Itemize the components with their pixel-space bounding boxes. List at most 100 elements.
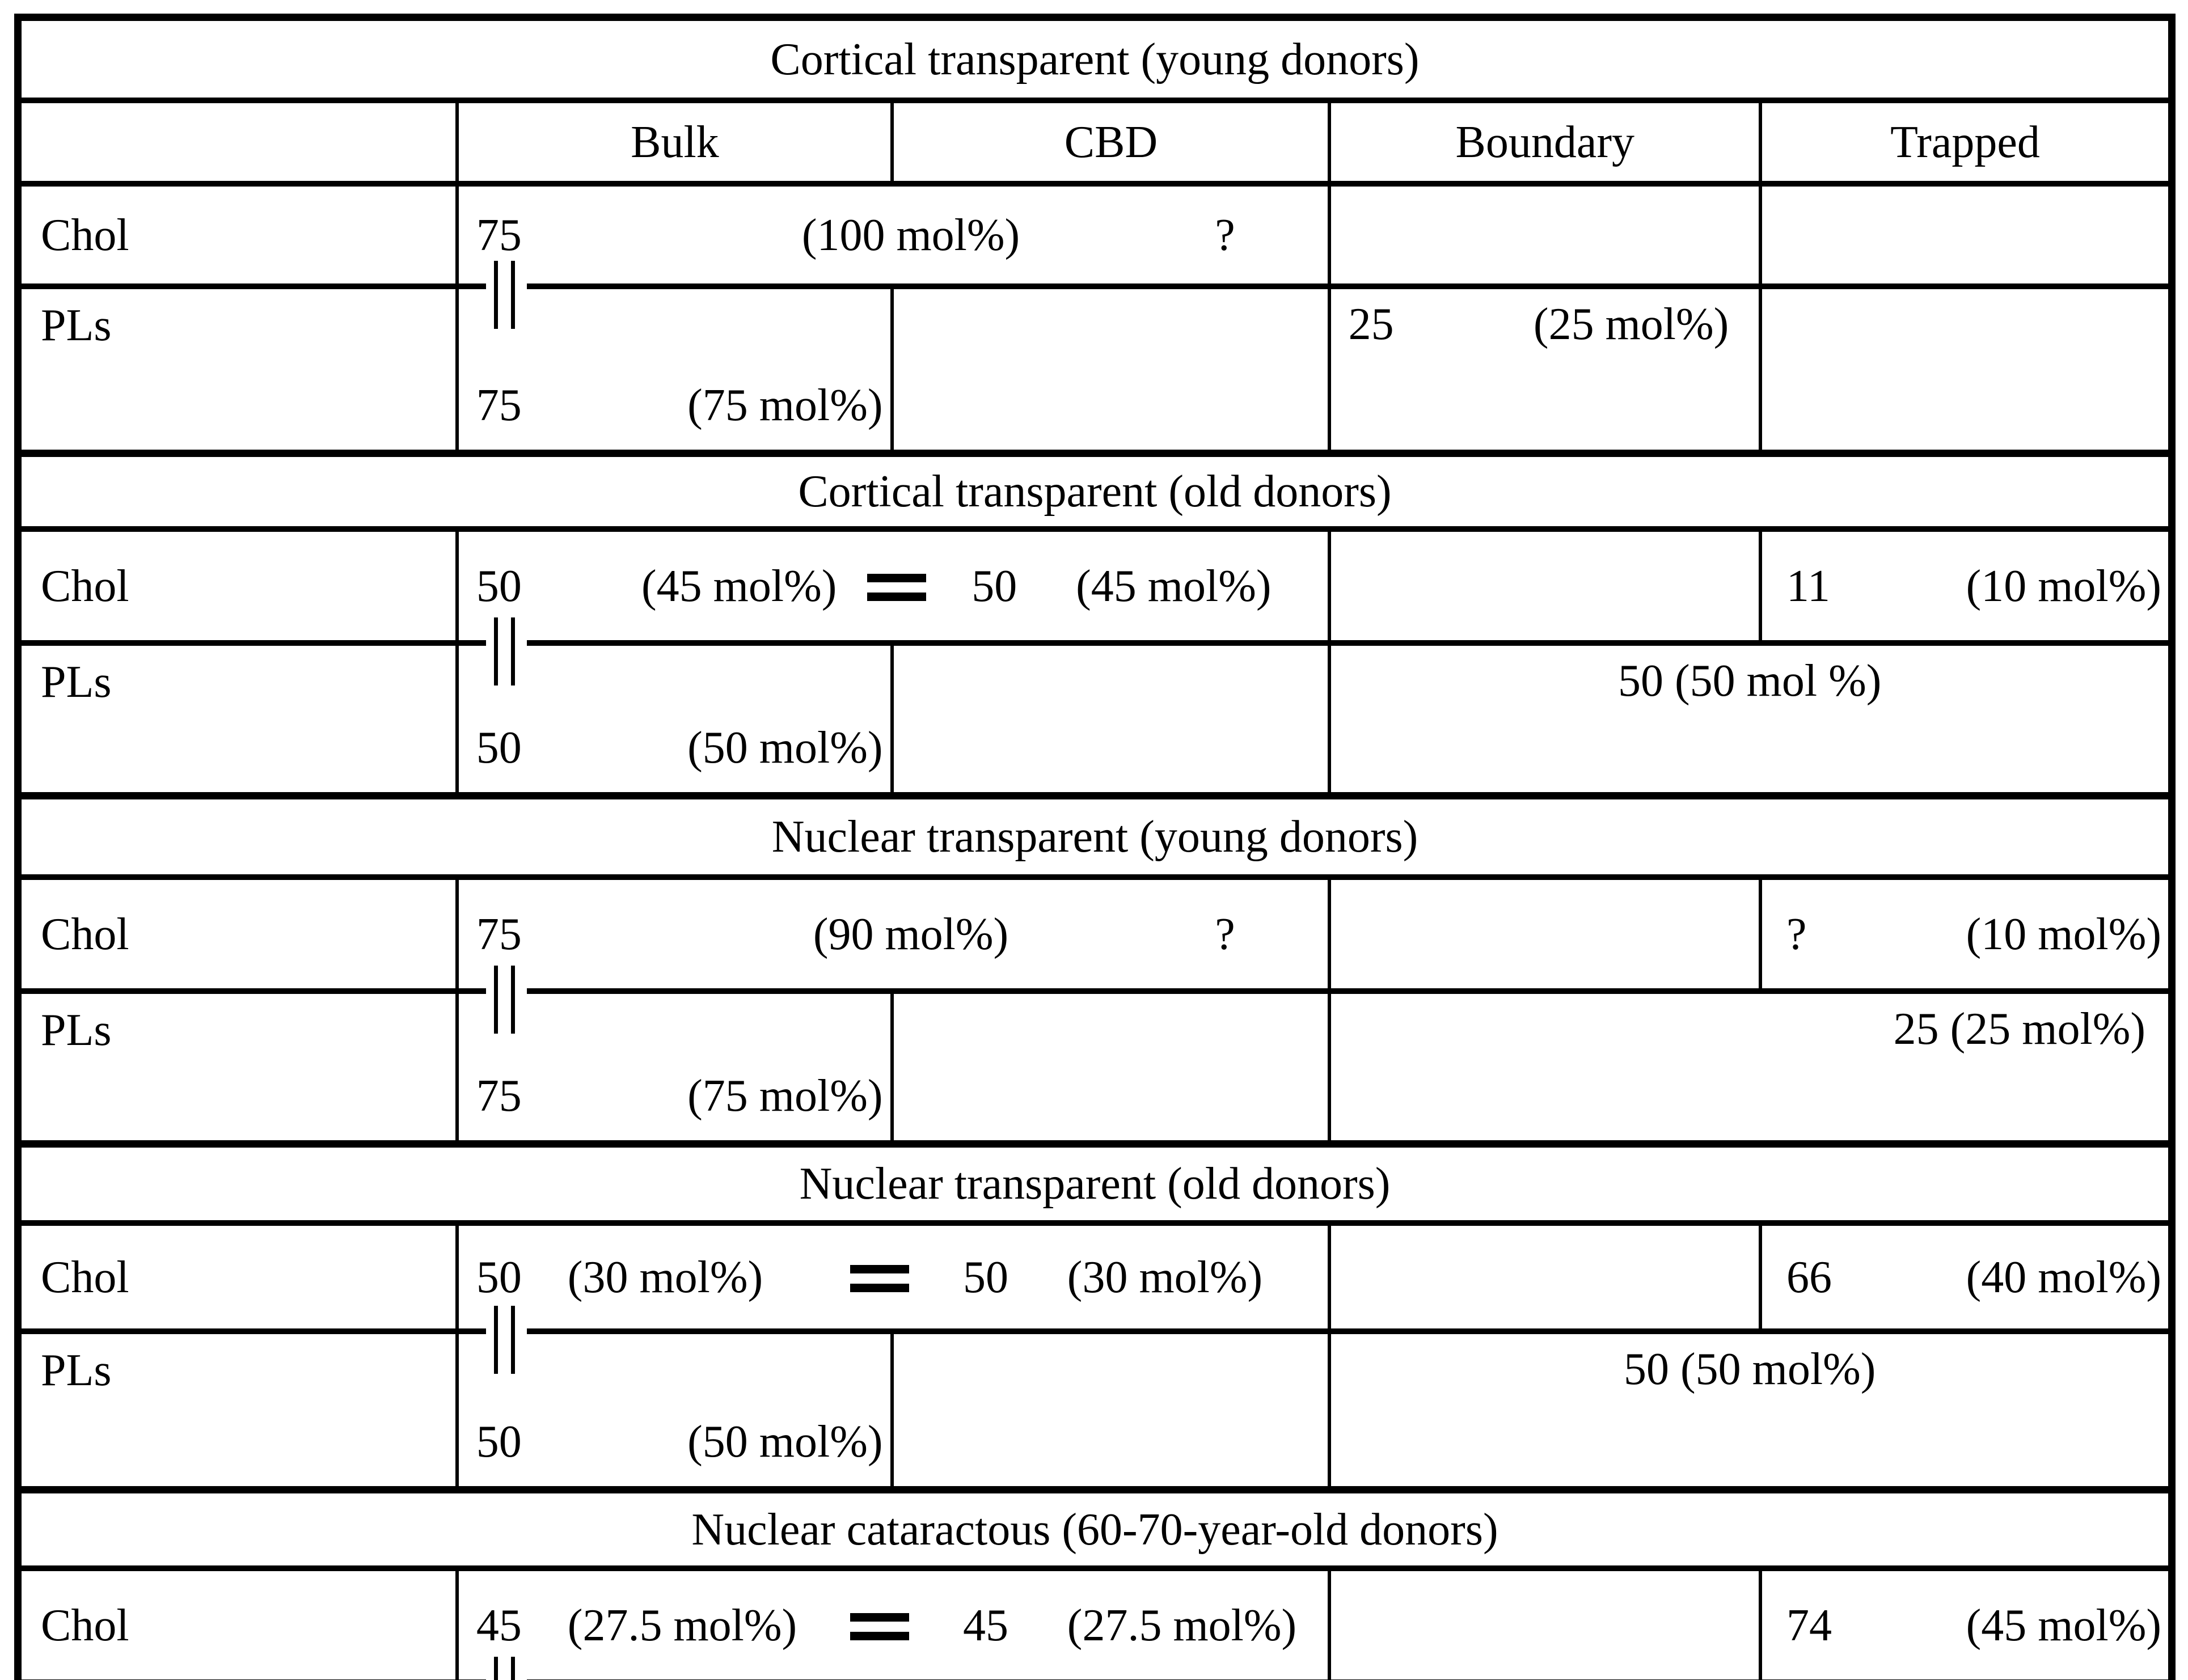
s3-pls-cbd-cell-empty [890, 991, 1330, 1148]
s5-chol-cbd-value: 45 [962, 1600, 1008, 1651]
exchange-icon [486, 261, 527, 329]
exchange-icon [486, 966, 527, 1034]
s4-chol-bulk-cbd-cell: 50 (30 mol%) 50 (30 mol%) [455, 1223, 1330, 1334]
s2-chol-bulk-cbd-cell: 50 (45 mol%) 50 (45 mol%) [455, 529, 1330, 646]
column-header-row: Bulk CBD Boundary Trapped [18, 100, 2172, 187]
equals-icon [867, 564, 927, 609]
s3-pls-bulk-value: 75 [476, 1071, 522, 1121]
row-label-pls: PLs [18, 1331, 458, 1493]
row-label-chol: Chol [18, 1568, 458, 1680]
section-3-pls-row: PLs 75 (75 mol%) 25 (25 mol%) [18, 966, 2172, 1148]
s4-chol-bulk-value: 50 [476, 1252, 522, 1302]
header-cell-empty [18, 100, 458, 187]
s1-chol-trapped-cell-empty [1759, 184, 2172, 289]
s1-pls-bulk-cell: 75 (75 mol%) [455, 261, 893, 457]
s2-chol-trapped-cell: 11 (10 mol%) [1759, 529, 2172, 646]
s1-pls-bulk-molpct: (75 mol%) [687, 380, 883, 430]
header-cell-bulk: Bulk [455, 100, 893, 187]
s5-chol-trapped-molpct: (45 mol%) [1966, 1600, 2161, 1651]
s3-chol-bulk-cbd-cell: 75 (90 mol%) ? [455, 877, 1330, 994]
equals-icon [850, 1603, 909, 1648]
s2-pls-cbd-cell-empty [890, 643, 1330, 799]
s4-chol-boundary-cell-empty [1328, 1223, 1761, 1334]
section-1-title-row: Cortical transparent (young donors) [18, 17, 2172, 103]
section-4-title-row: Nuclear transparent (old donors) [18, 1144, 2172, 1226]
s4-chol-cbd-value: 50 [962, 1252, 1008, 1302]
section-2-title: Cortical transparent (old donors) [18, 453, 2172, 532]
section-1-chol-row: Chol 75 (100 mol%) ? [18, 184, 2172, 289]
s3-chol-trapped-molpct: (10 mol%) [1966, 909, 2161, 959]
section-3-title-row: Nuclear transparent (young donors) [18, 795, 2172, 880]
s3-chol-bulk-value: 75 [476, 909, 522, 959]
s1-pls-cbd-cell-empty [890, 286, 1330, 457]
s2-pls-merged-value: 50 (50 mol %) [1618, 656, 1882, 706]
s2-pls-bulk-molpct: (50 mol%) [687, 723, 883, 773]
s1-pls-bulk-value: 75 [476, 380, 522, 430]
s4-pls-bulk-molpct: (50 mol%) [687, 1417, 883, 1467]
section-3-title: Nuclear transparent (young donors) [18, 795, 2172, 880]
s5-chol-cbd-molpct: (27.5 mol%) [1067, 1600, 1297, 1651]
exchange-icon [486, 1306, 527, 1374]
header-cell-boundary: Boundary [1328, 100, 1761, 187]
section-4-title: Nuclear transparent (old donors) [18, 1144, 2172, 1226]
s1-chol-cbd-question-mark: ? [1215, 210, 1235, 260]
section-4-chol-row: Chol 50 (30 mol%) 50 (30 mol%) 66 (40 mo… [18, 1223, 2172, 1334]
row-label-chol: Chol [18, 877, 458, 994]
row-label-chol: Chol [18, 1223, 458, 1334]
s5-chol-boundary-cell-empty [1328, 1568, 1761, 1680]
row-label-pls: PLs [18, 991, 458, 1148]
s1-pls-boundary-value: 25 [1348, 299, 1394, 349]
s1-chol-bulk-value: 75 [476, 210, 522, 260]
section-4-pls-row: PLs 50 (50 mol%) 50 (50 mol%) [18, 1306, 2172, 1493]
s4-chol-trapped-molpct: (40 mol%) [1966, 1252, 2161, 1302]
s3-chol-boundary-cell-empty [1328, 877, 1761, 994]
section-5-title-row: Nuclear cataractous (60-70-year-old dono… [18, 1489, 2172, 1571]
s3-chol-cbd-question-mark: ? [1215, 909, 1235, 959]
s4-chol-bulk-molpct: (30 mol%) [567, 1252, 763, 1302]
s2-chol-bulk-value: 50 [476, 561, 522, 611]
section-2-title-row: Cortical transparent (old donors) [18, 453, 2172, 532]
s3-pls-boundary-trapped-merged-cell: 25 (25 mol%) [1328, 991, 2172, 1148]
section-2-pls-row: PLs 50 (50 mol%) 50 (50 mol %) [18, 617, 2172, 799]
s5-chol-bulk-molpct: (27.5 mol%) [567, 1600, 797, 1651]
s4-pls-bulk-value: 50 [476, 1417, 522, 1467]
section-3-chol-row: Chol 75 (90 mol%) ? ? (10 mol%) [18, 877, 2172, 994]
s4-pls-boundary-trapped-merged-cell: 50 (50 mol%) [1328, 1331, 2172, 1493]
s1-pls-boundary-cell: 25 (25 mol%) [1328, 286, 1761, 457]
s2-pls-boundary-trapped-merged-cell: 50 (50 mol %) [1328, 643, 2172, 799]
section-1-title: Cortical transparent (young donors) [18, 17, 2172, 103]
section-5-chol-row: Chol 45 (27.5 mol%) 45 (27.5 mol%) 74 (4… [18, 1568, 2172, 1680]
s1-chol-bulk-cbd-cell: 75 (100 mol%) ? [455, 184, 1330, 289]
s1-chol-boundary-cell-empty [1328, 184, 1761, 289]
s3-pls-merged-value: 25 (25 mol%) [1893, 1004, 2145, 1054]
s3-pls-bulk-molpct: (75 mol%) [687, 1071, 883, 1121]
s4-chol-cbd-molpct: (30 mol%) [1067, 1252, 1263, 1302]
s2-chol-bulk-molpct: (45 mol%) [641, 561, 837, 611]
s2-chol-cbd-value: 50 [971, 561, 1017, 611]
row-label-pls: PLs [18, 286, 458, 457]
s2-pls-bulk-value: 50 [476, 723, 522, 773]
s5-chol-bulk-value: 45 [476, 1600, 522, 1651]
section-5-title: Nuclear cataractous (60-70-year-old dono… [18, 1489, 2172, 1571]
section-2-chol-row: Chol 50 (45 mol%) 50 (45 mol%) 11 (10 mo… [18, 529, 2172, 646]
equals-icon [850, 1255, 909, 1300]
header-cell-trapped: Trapped [1759, 100, 2172, 187]
header-cell-cbd: CBD [890, 100, 1330, 187]
s5-chol-bulk-cbd-cell: 45 (27.5 mol%) 45 (27.5 mol%) [455, 1568, 1330, 1680]
s3-chol-trapped-question-mark: ? [1786, 909, 1807, 959]
exchange-icon [486, 1657, 527, 1680]
s3-chol-trapped-cell: ? (10 mol%) [1759, 877, 2172, 994]
s2-chol-trapped-value: 11 [1786, 561, 1831, 611]
section-1-pls-row: PLs 75 (75 mol%) 25 (25 mol%) [18, 261, 2172, 457]
s2-chol-trapped-molpct: (10 mol%) [1966, 561, 2161, 611]
exchange-icon [486, 617, 527, 685]
row-label-chol: Chol [18, 529, 458, 646]
s1-chol-bulk-molpct: (100 mol%) [801, 210, 1020, 260]
s4-pls-merged-value: 50 (50 mol%) [1624, 1344, 1876, 1394]
s4-pls-bulk-cell: 50 (50 mol%) [455, 1306, 893, 1493]
row-label-chol: Chol [18, 184, 458, 289]
s2-chol-boundary-cell-empty [1328, 529, 1761, 646]
lipid-distribution-table: Cortical transparent (young donors) Bulk… [14, 14, 2176, 1680]
s3-chol-bulk-molpct: (90 mol%) [813, 909, 1009, 959]
